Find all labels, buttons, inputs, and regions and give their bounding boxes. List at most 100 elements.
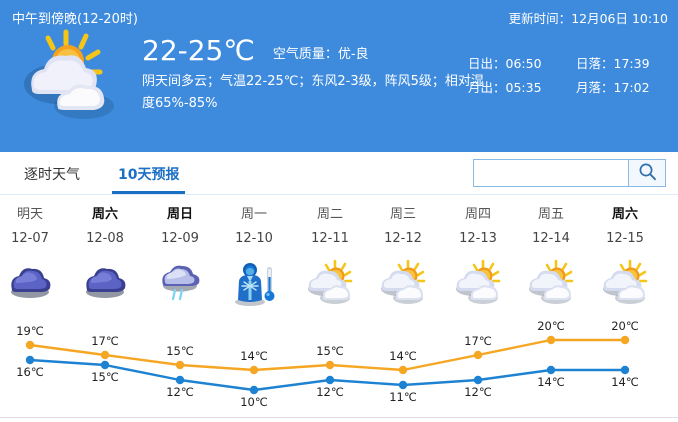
chart-point [325,360,335,370]
temperature-chart-svg: 19℃17℃15℃ 14℃ 15℃ 14℃17℃20℃ 20℃16℃ 15℃12℃10℃1… [16,319,639,409]
moonrise-time: 月出：05:35 [468,80,542,96]
day-date-label: 12-07 [11,231,49,246]
search-icon [638,162,657,184]
forecast-day-headers: 明天 12-07 周六 12-08 周日 12-09 周一 12-10 周二 12-11 周三 12-… [0,195,678,255]
sunset-time: 日落：17:39 [576,56,650,71]
chart-point [249,365,259,375]
partly-cloudy-icon [441,255,516,311]
chart-point-label: 20℃ [537,319,565,333]
chart-point-label: 17℃ [91,334,119,348]
day-of-week-label: 周日 [166,207,193,222]
chart-point-label: 14℃ [537,375,565,389]
chart-baseline [0,417,678,418]
chart-point [249,385,259,395]
chart-point [100,350,110,360]
sun-behind-cloud-icon [18,28,130,120]
forecast-period-label: 中午到傍晚(12-20时) [12,12,138,27]
weather-description: 阴天间多云；气温22-25℃；东风2-3级，阵风5级；相对湿度65%-85% [142,74,484,111]
chart-point [546,365,556,375]
sun-times-row: 日出：06:50 日落：17:39 [468,52,668,76]
tab-ten-day-forecast[interactable]: 10天预报 [110,152,187,194]
partly-cloudy-icon [514,255,589,311]
chart-point [620,335,630,345]
forecast-day-header[interactable]: 周一 12-10 [217,195,292,246]
chart-point-label: 14℃ [389,349,417,363]
cold-wave-icon [217,255,292,311]
partly-cloudy-icon [588,255,663,311]
chart-point-label: 12℃ [464,385,492,399]
chart-point-label: 14℃ [611,375,639,389]
chart-point-label: 12℃ [166,385,194,399]
city-search [473,159,666,187]
tab-hourly-weather[interactable]: 逐时天气 [24,167,80,183]
day-date-label: 12-11 [311,231,349,246]
day-date-label: 12-13 [459,231,497,246]
chart-point-label: 19℃ [16,324,44,338]
day-of-week-label: 周六 [91,207,118,222]
forecast-day-header[interactable]: 明天 12-07 [0,195,68,246]
forecast-day-header[interactable]: 周六 12-08 [68,195,143,246]
forecast-day-header[interactable]: 周五 12-14 [514,195,589,246]
chart-point [398,380,408,390]
chart-point-label: 12℃ [316,385,344,399]
air-quality: 空气质量：优-良 [273,43,369,62]
overcast-icon [68,255,143,311]
current-conditions: 22-25℃ 空气质量：优-良 阴天间多云；气温22-25℃；东风2-3级，阵风… [142,36,492,114]
day-of-week-label: 明天 [16,207,43,222]
day-date-label: 12-08 [86,231,124,246]
chart-point [473,350,483,360]
partly-cloudy-icon [366,255,441,311]
chart-point [398,365,408,375]
update-time-label: 更新时间： [508,11,572,26]
chart-point-label: 11℃ [389,390,417,404]
chart-point [175,375,185,385]
chart-point [25,355,35,365]
day-of-week-label: 周三 [389,207,416,222]
chart-point [325,375,335,385]
chart-point-label: 16℃ [16,365,44,379]
chart-point-label: 15℃ [166,344,194,358]
chart-point [175,360,185,370]
update-time-value: 12月06日 10:10 [571,11,668,26]
chart-point-label: 15℃ [91,370,119,384]
update-time: 更新时间：12月06日 10:10 [509,8,668,27]
search-button[interactable] [628,159,666,187]
day-date-label: 12-14 [532,231,570,246]
forecast-day-header[interactable]: 周四 12-13 [441,195,516,246]
chart-point [25,340,35,350]
moon-times-row: 月出：05:35 月落：17:02 [468,76,668,100]
partly-cloudy-icon [293,255,368,311]
chart-point [546,335,556,345]
forecast-day-header[interactable]: 周日 12-09 [143,195,218,246]
tab-list: 逐时天气 10天预报 [16,152,209,194]
chart-point-label: 10℃ [240,395,268,409]
chart-point [473,375,483,385]
forecast-day-header[interactable]: 周二 12-11 [293,195,368,246]
chart-point-label: 17℃ [464,334,492,348]
forecast-tabbar: 逐时天气 10天预报 [0,152,678,195]
air-quality-label: 空气质量： [272,47,338,62]
current-temperature: 22-25℃ [142,34,255,67]
moonset-time: 月落：17:02 [576,80,650,96]
overcast-icon [0,255,68,311]
day-of-week-label: 周五 [537,207,564,222]
forecast-day-header[interactable]: 周六 12-15 [588,195,663,246]
light-rain-icon [143,255,218,311]
sun-moon-times: 日出：06:50 日落：17:39 月出：05:35 月落：17:02 [468,52,668,101]
chart-point-label: 15℃ [316,344,344,358]
day-date-label: 12-09 [161,231,199,246]
chart-point [620,365,630,375]
day-of-week-label: 周四 [464,207,491,222]
chart-point [100,360,110,370]
forecast-day-header[interactable]: 周三 12-12 [366,195,441,246]
day-date-label: 12-15 [606,231,644,246]
search-input[interactable] [473,159,628,187]
temperature-chart: 19℃ 17℃ 15℃ 14℃ 15℃ 14℃ 17℃ 20℃ 20℃ 16℃ 15℃ 12℃ 10℃ 1… [0,313,678,418]
chart-series: 19℃ 17℃ 15℃ 14℃ 15℃ 14℃ 17℃ 20℃ 20℃ [16,319,639,375]
chart-point-label: 14℃ [240,349,268,363]
sunrise-time: 日出：06:50 [468,56,542,71]
day-of-week-label: 周六 [611,207,638,222]
forecast-icon-row [0,255,678,313]
day-date-label: 12-10 [235,231,273,246]
